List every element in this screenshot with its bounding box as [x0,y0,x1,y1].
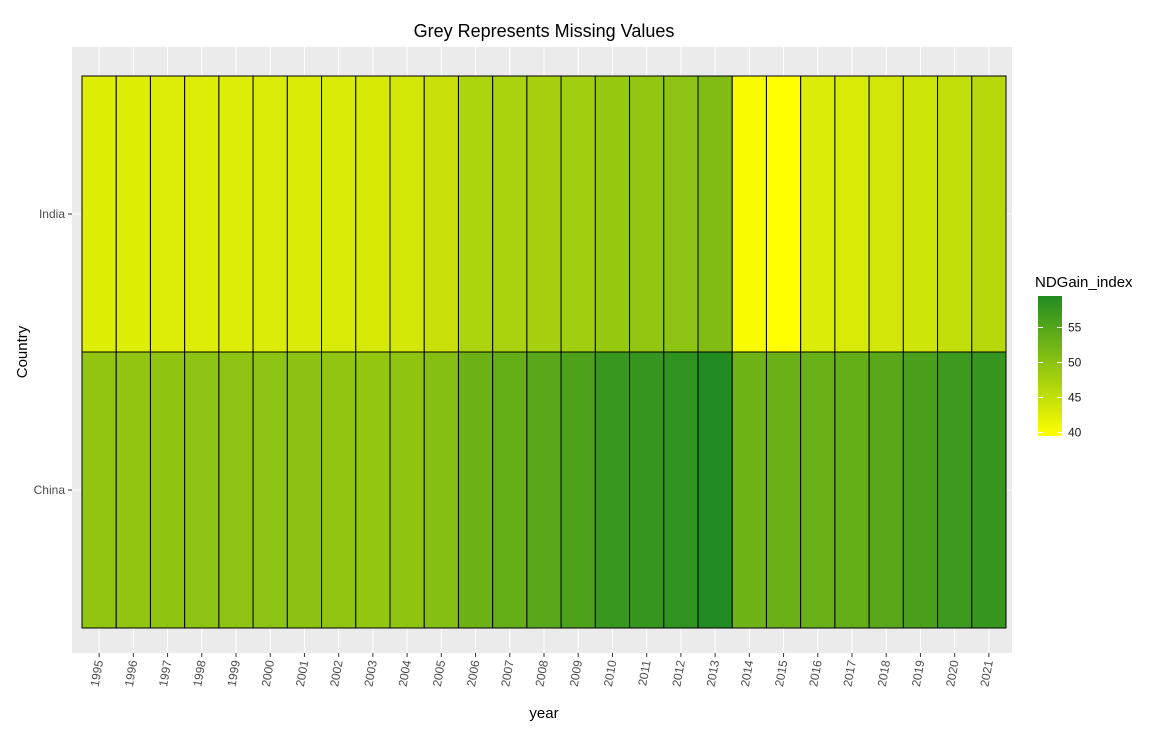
x-axis: 1995 1996 1997 1998 1999 2000 2001 2002 2003 2004… [88,653,996,688]
x-tick-label: 2006 [464,659,482,688]
x-tick-label: 2008 [533,659,551,688]
y-axis-title: Country [14,325,31,378]
x-tick-label: 2009 [567,659,585,688]
x-tick-label: 1995 [88,659,106,688]
heatmap-tile-china-2012 [663,351,699,629]
heatmap-tile-india-1997 [149,75,186,353]
heatmap-tile-india-1996 [115,75,151,353]
heatmap-tile-india-2006 [457,75,494,353]
heatmap-tile-china-2010 [594,351,631,629]
x-tick-label: 2000 [259,659,277,688]
heatmap-tile-china-1999 [218,351,254,629]
heatmap-tile-india-2001 [286,75,323,353]
heatmap-tile-india-2010 [594,75,631,353]
heatmap-tile-china-2017 [834,351,870,629]
x-tick-label: 2019 [909,659,927,688]
heatmap-tile-india-2015 [765,75,802,353]
heatmap-tile-china-2009 [560,351,596,629]
x-tick-label: 2010 [601,659,619,688]
y-tick-label: India [39,207,65,221]
x-tick-label: 2003 [361,659,379,688]
heatmap-tile-china-2018 [868,351,904,629]
legend-tick-label: 40 [1068,426,1082,440]
legend-tick-label: 45 [1068,391,1082,405]
heatmap-tile-china-2002 [321,351,357,629]
heatmap-tile-india-2004 [389,75,425,353]
heatmap-tile-india-2020 [937,75,973,353]
x-tick-label: 2002 [327,659,345,688]
x-axis-title: year [529,705,558,722]
y-axis: China India [34,207,72,497]
color-legend: NDGain_index 40 45 50 55 [1035,274,1133,440]
heatmap-tile-china-2001 [286,351,323,629]
x-tick-label: 2014 [738,659,756,688]
heatmap-tile-india-2018 [868,75,904,353]
heatmap-tile-india-1999 [218,75,254,353]
heatmap-tile-india-2014 [731,75,767,353]
heatmap-tile-india-2021 [971,75,1007,353]
heatmap-tile-india-2008 [526,75,562,353]
heatmap-tile-china-2005 [423,351,459,629]
x-tick-label: 2015 [772,659,790,688]
heatmap-tile-china-2020 [937,351,973,629]
x-tick-label: 2012 [669,659,687,688]
heatmap-tile-india-2019 [902,75,939,353]
x-tick-label: 1999 [225,659,243,688]
x-tick-label: 2004 [396,659,414,688]
x-tick-label: 2001 [293,659,311,688]
heatmap-tile-india-2012 [663,75,699,353]
heatmap-tile-china-2015 [765,351,802,629]
x-tick-label: 2020 [943,659,961,688]
heatmap-tile-india-2013 [697,75,733,353]
heatmap-tile-india-2007 [492,75,528,353]
heatmap-tile-china-2016 [800,351,836,629]
y-tick-label: China [34,483,66,497]
legend-title: NDGain_index [1035,274,1133,291]
heatmap-tile-india-2016 [800,75,836,353]
heatmap-tile-china-2011 [629,351,665,629]
heatmap-tile-china-1998 [184,351,220,629]
heatmap-tile-china-2003 [355,351,391,629]
heatmap-tile-china-2013 [697,351,733,629]
x-tick-label: 1997 [156,659,174,688]
heatmap-tile-india-2017 [834,75,870,353]
heatmap-tile-china-2014 [731,351,767,629]
x-tick-label: 2017 [841,659,859,688]
heatmap-tile-india-2002 [321,75,357,353]
legend-tick-label: 55 [1068,321,1082,335]
chart-title: Grey Represents Missing Values [414,21,675,41]
x-tick-label: 2018 [875,659,893,688]
heatmap-tile-china-2008 [526,351,562,629]
x-tick-label: 1998 [190,659,208,688]
heatmap-tile-china-2021 [971,351,1007,629]
x-tick-label: 2013 [704,659,722,688]
heatmap-tile-china-2019 [902,351,939,629]
heatmap-tile-india-2005 [423,75,459,353]
legend-color-bar [1038,296,1062,436]
x-tick-label: 2007 [498,659,516,688]
x-tick-label: 1996 [122,659,140,688]
x-tick-label: 2005 [430,659,448,688]
heatmap-tile-india-2011 [629,75,665,353]
heatmap-tile-india-2009 [560,75,596,353]
heatmap-tile-china-1996 [115,351,151,629]
x-tick-label: 2021 [977,659,995,688]
heatmap-tiles [81,75,1007,629]
legend-tick-label: 50 [1068,356,1082,370]
x-tick-label: 2016 [806,659,824,688]
heatmap-tile-china-2007 [492,351,528,629]
heatmap-tile-china-2006 [457,351,494,629]
x-tick-label: 2011 [635,659,653,687]
heatmap-tile-china-1997 [149,351,186,629]
heatmap-tile-china-2000 [252,351,288,629]
heatmap-tile-india-2003 [355,75,391,353]
heatmap-tile-china-1995 [81,351,117,629]
heatmap-tile-china-2004 [389,351,425,629]
heatmap-tile-india-2000 [252,75,288,353]
heatmap-tile-india-1995 [81,75,117,353]
heatmap-tile-india-1998 [184,75,220,353]
